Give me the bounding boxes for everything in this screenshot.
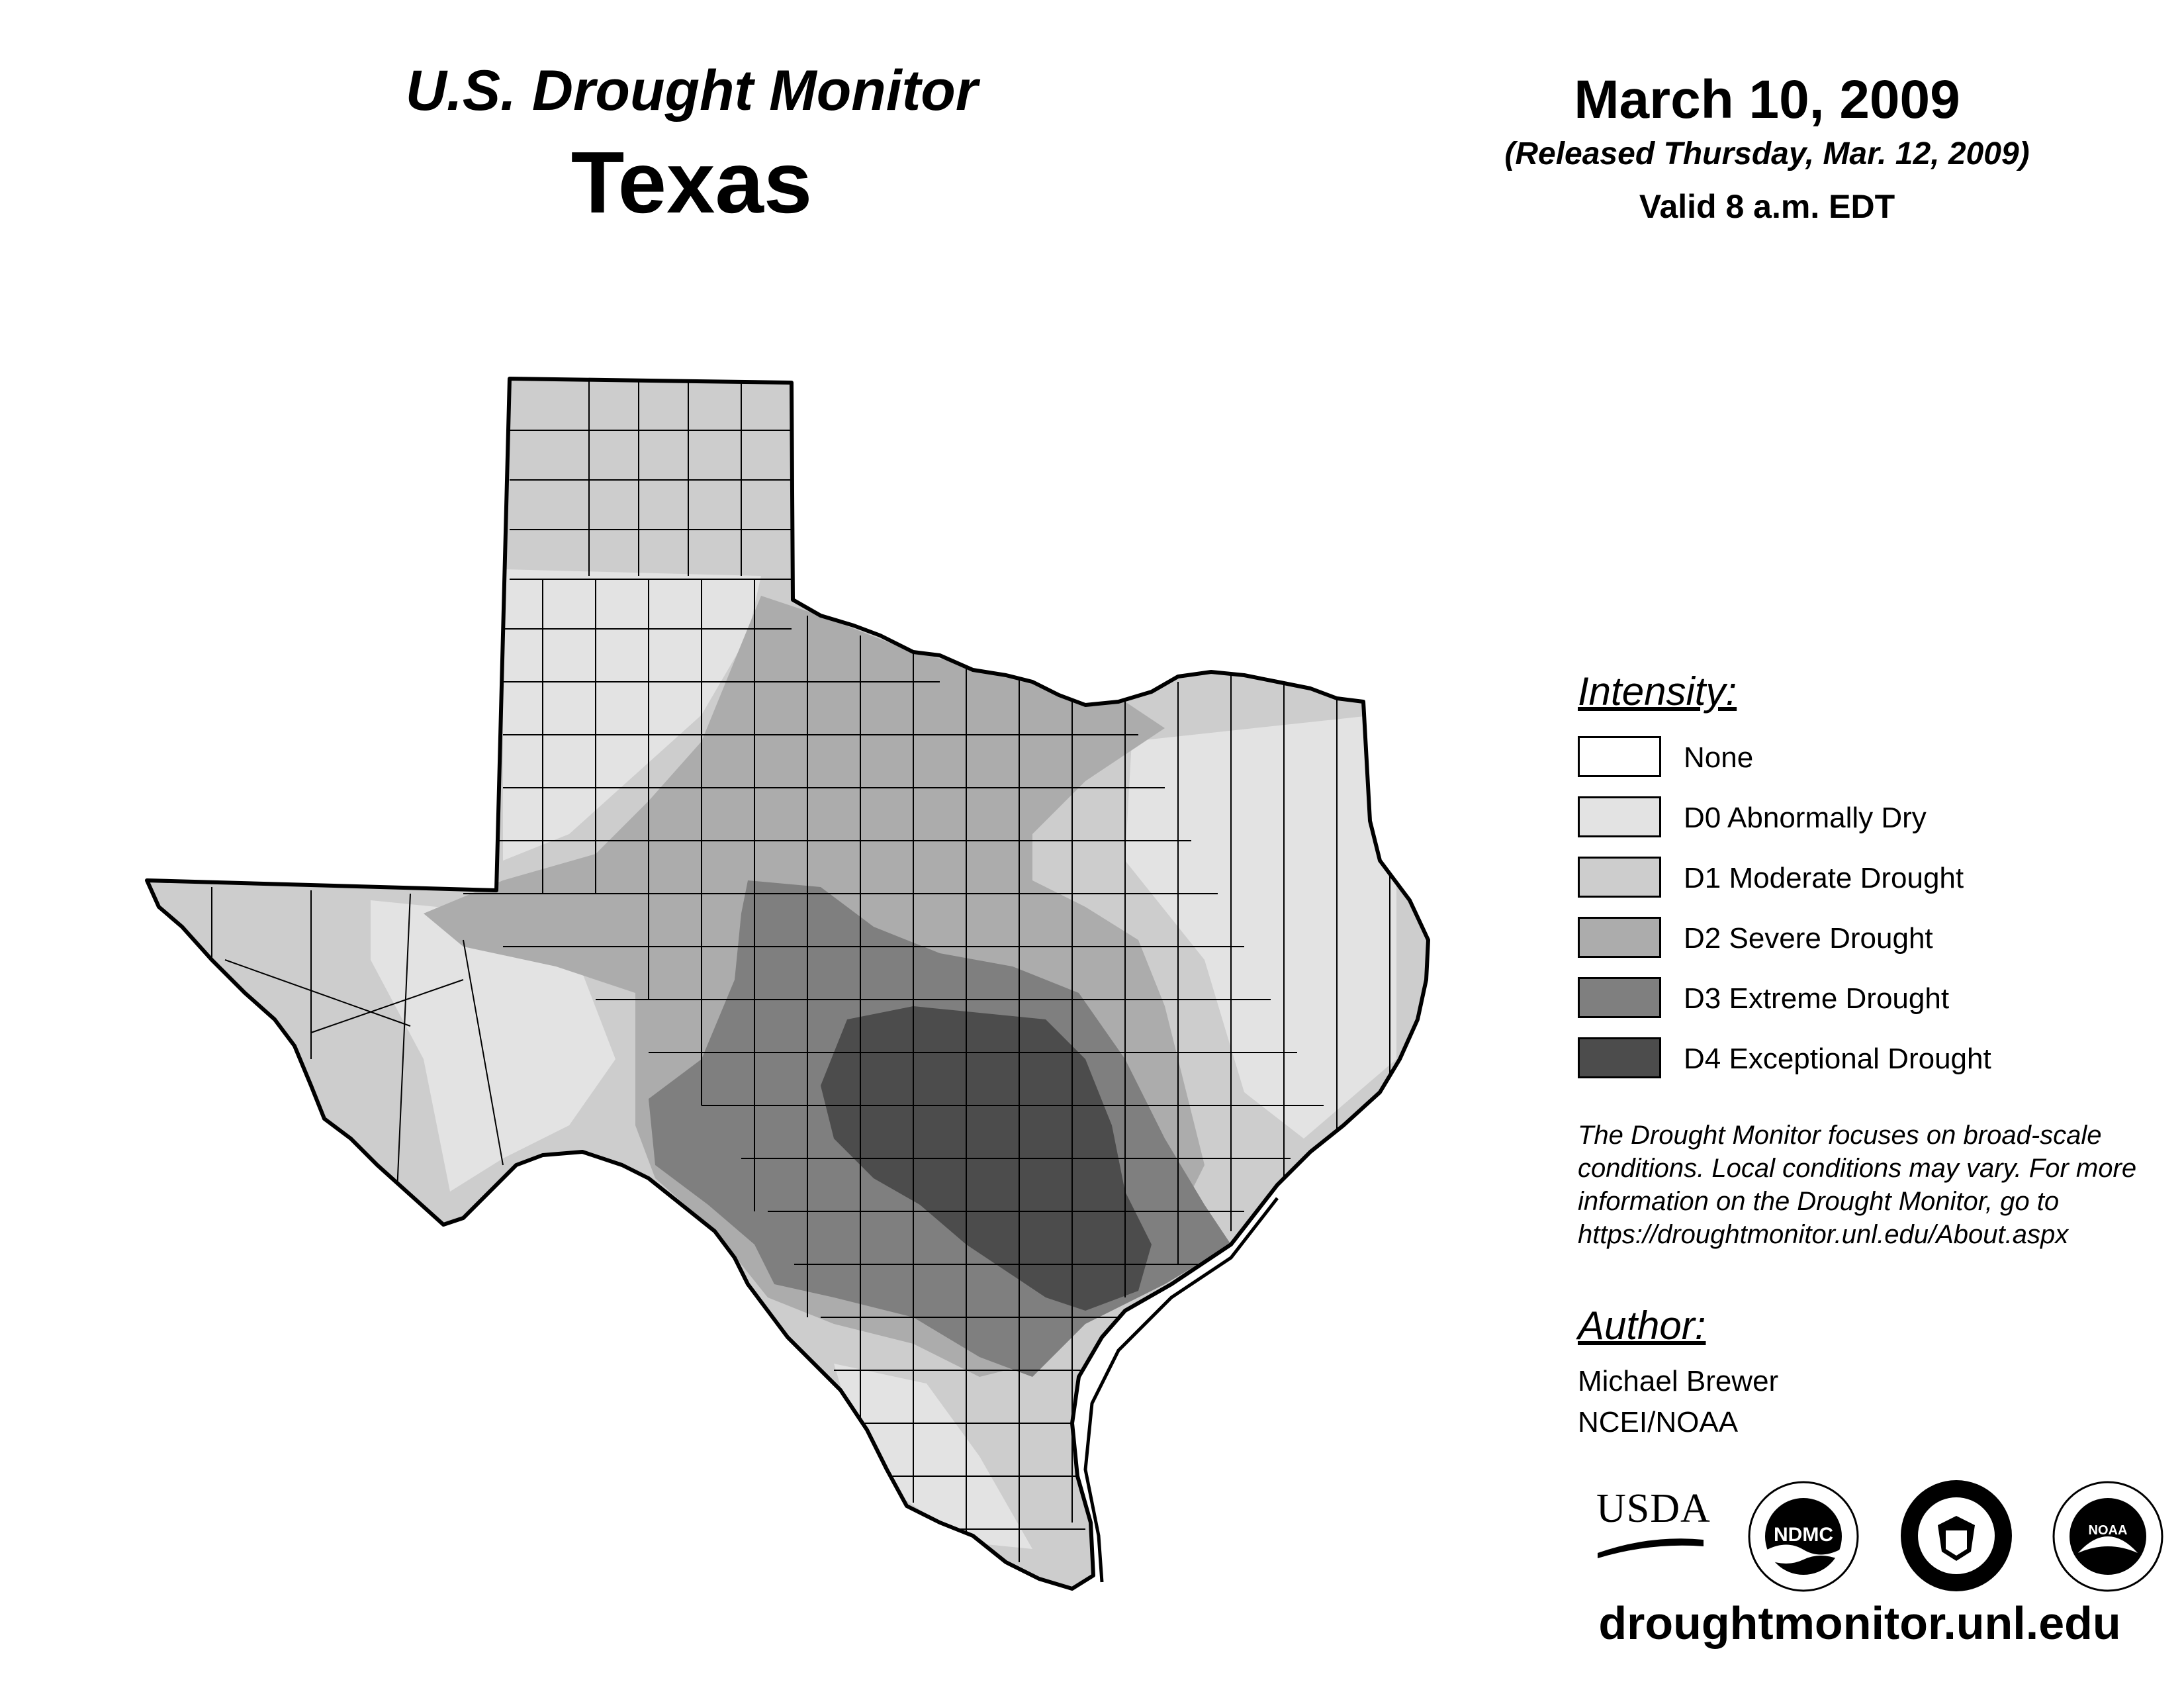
legend-label: None [1684,741,1754,774]
release-date: (Released Thursday, Mar. 12, 2009) [1504,136,2030,171]
legend-swatch-d1 [1578,857,1661,898]
legend-item-d3: D3 Extreme Drought [1578,977,2107,1021]
disclaimer-text: The Drought Monitor focuses on broad-sca… [1578,1121,2137,1249]
legend-swatch-d0 [1578,796,1661,837]
legend-item-d1: D1 Moderate Drought [1578,857,2107,900]
ndmc-logo-text: NDMC [1774,1524,1833,1546]
website-url[interactable]: droughtmonitor.unl.edu [1598,1597,2121,1649]
state-title: Texas [570,134,813,231]
author-heading: Author: [1578,1303,1706,1348]
texas-outline [145,377,1430,1591]
noaa-logo-text: NOAA [2089,1523,2128,1538]
legend-label: D0 Abnormally Dry [1684,802,1927,834]
legend-label: D2 Severe Drought [1684,922,1933,955]
legend-item-none: None [1578,736,2107,780]
legend-label: D1 Moderate Drought [1684,862,1964,894]
drought-zone-d0-west [371,900,615,1192]
ndmc-logo: NDMC [1748,1481,1859,1592]
legend-item-d4: D4 Exceptional Drought [1578,1037,2107,1081]
legend-swatch-d3 [1578,977,1661,1018]
legend-swatch-d4 [1578,1037,1661,1078]
legend-swatch-d2 [1578,917,1661,958]
valid-time: Valid 8 a.m. EDT [1639,188,1895,225]
map-date: March 10, 2009 [1574,70,1960,130]
map-title: U.S. Drought Monitor [405,59,978,122]
texas-drought-map [145,377,1430,1591]
legend-heading: Intensity: [1578,669,1737,714]
legend-label: D4 Exceptional Drought [1684,1043,1991,1075]
drought-zone-d0-east [1125,715,1396,1139]
noaa-logo: NOAA [2052,1481,2163,1592]
usda-logo: USDA [1596,1486,1711,1531]
legend-item-d2: D2 Severe Drought [1578,917,2107,961]
legend-item-d0: D0 Abnormally Dry [1578,796,2107,840]
author-org: NCEI/NOAA [1578,1406,1739,1438]
doc-seal-icon [1901,1480,2012,1591]
legend-label: D3 Extreme Drought [1684,982,1950,1015]
author-name: Michael Brewer [1578,1365,1779,1397]
drought-zone-d0-south [834,1364,1032,1549]
county-lines [211,379,1390,1562]
usda-swoosh-icon [1598,1538,1704,1558]
coastal-islands [1083,1197,1279,1583]
legend-swatch-none [1578,736,1661,777]
